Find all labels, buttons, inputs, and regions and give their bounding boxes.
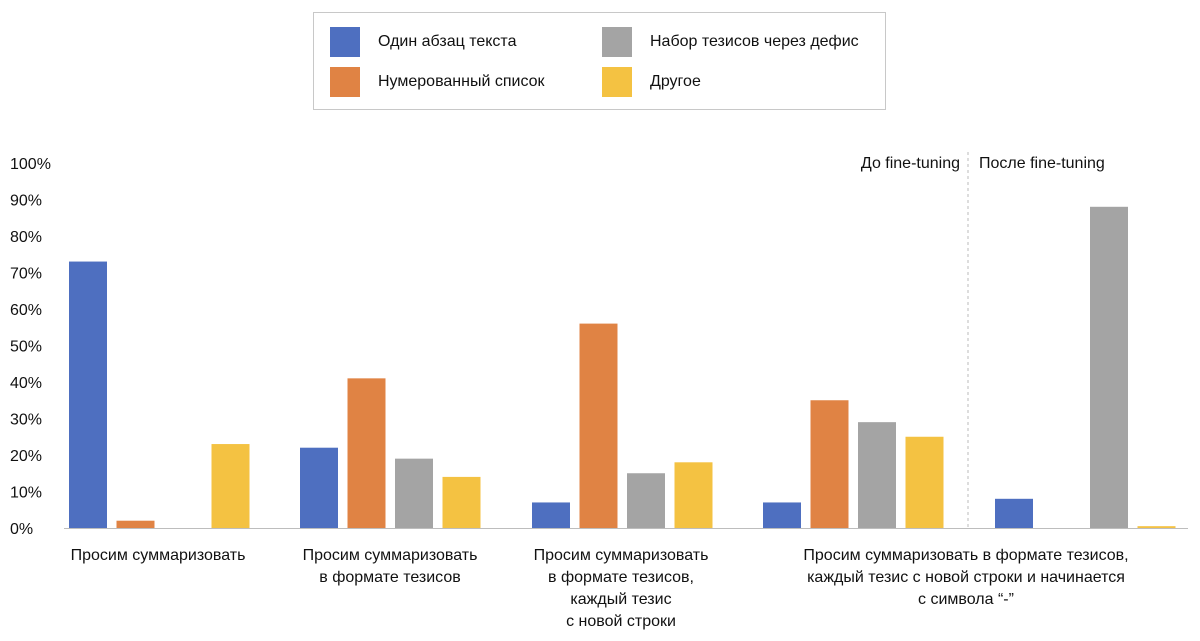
legend-label-one-paragraph: Один абзац текста	[378, 33, 517, 50]
bar-g4-after-series-1	[995, 498, 1033, 528]
legend-item-numbered-list: Нумерованный список	[330, 67, 545, 97]
bar-g3-series-1	[532, 502, 570, 528]
legend-swatch-numbered-list	[330, 67, 360, 97]
bar-g4-before-series-2	[810, 400, 849, 528]
annotation-after-fine-tuning: После fine-tuning	[979, 155, 1105, 172]
bar-g2-series-2	[347, 378, 386, 528]
y-tick-label: 30%	[10, 412, 42, 429]
category-label-4: с символа “-”	[918, 591, 1014, 608]
legend-label-numbered-list: Нумерованный список	[378, 73, 545, 90]
legend-swatch-other	[602, 67, 632, 97]
bar-g2-series-3	[395, 458, 433, 528]
annotation-before-fine-tuning: До fine-tuning	[861, 155, 960, 172]
bar-g1-series-4	[211, 444, 250, 528]
category-label-2: Просим суммаризовать	[303, 547, 478, 564]
legend-item-one-paragraph: Один абзац текста	[330, 27, 516, 57]
legend-label-dash-bullets: Набор тезисов через дефис	[650, 33, 859, 50]
y-tick-label: 40%	[10, 375, 42, 392]
bar-g4-after-series-4	[1137, 526, 1176, 528]
bar-g2-series-4	[442, 476, 481, 528]
y-tick-label: 70%	[10, 266, 42, 283]
category-label-4: Просим суммаризовать в формате тезисов,	[803, 547, 1128, 564]
y-tick-label: 20%	[10, 448, 42, 465]
bar-g1-series-2	[116, 520, 155, 528]
y-tick-label: 10%	[10, 485, 42, 502]
bar-g3-series-4	[674, 462, 713, 528]
legend-label-other: Другое	[650, 73, 701, 90]
category-label-1: Просим суммаризовать	[71, 547, 246, 564]
bar-g1-series-1	[69, 261, 107, 528]
legend: Один абзац текста Набор тезисов через де…	[313, 12, 886, 110]
bar-g4-before-series-4	[905, 436, 944, 528]
legend-swatch-one-paragraph	[330, 27, 360, 57]
bar-g4-before-series-1	[763, 502, 801, 528]
legend-item-other: Другое	[602, 67, 701, 97]
bar-g3-series-2	[579, 323, 618, 528]
y-tick-label: 80%	[10, 229, 42, 246]
bar-g2-series-1	[300, 447, 338, 528]
category-label-3: в формате тезисов,	[548, 569, 694, 586]
y-tick-label: 60%	[10, 302, 42, 319]
bar-g4-before-series-3	[858, 422, 896, 528]
legend-item-dash-bullets: Набор тезисов через дефис	[602, 27, 859, 57]
bar-g3-series-3	[627, 473, 665, 528]
legend-swatch-dash-bullets	[602, 27, 632, 57]
y-tick-label: 50%	[10, 339, 42, 356]
y-tick-label: 90%	[10, 193, 42, 210]
category-label-4: каждый тезис с новой строки и начинается	[807, 569, 1125, 586]
category-label-3: Просим суммаризовать	[534, 547, 709, 564]
y-tick-label: 100%	[10, 156, 51, 173]
category-label-3: каждый тезис	[570, 591, 671, 608]
y-tick-label: 0%	[10, 521, 33, 538]
category-label-2: в формате тезисов	[319, 569, 461, 586]
category-label-3: с новой строки	[566, 613, 676, 630]
bar-g4-after-series-3	[1090, 206, 1128, 529]
